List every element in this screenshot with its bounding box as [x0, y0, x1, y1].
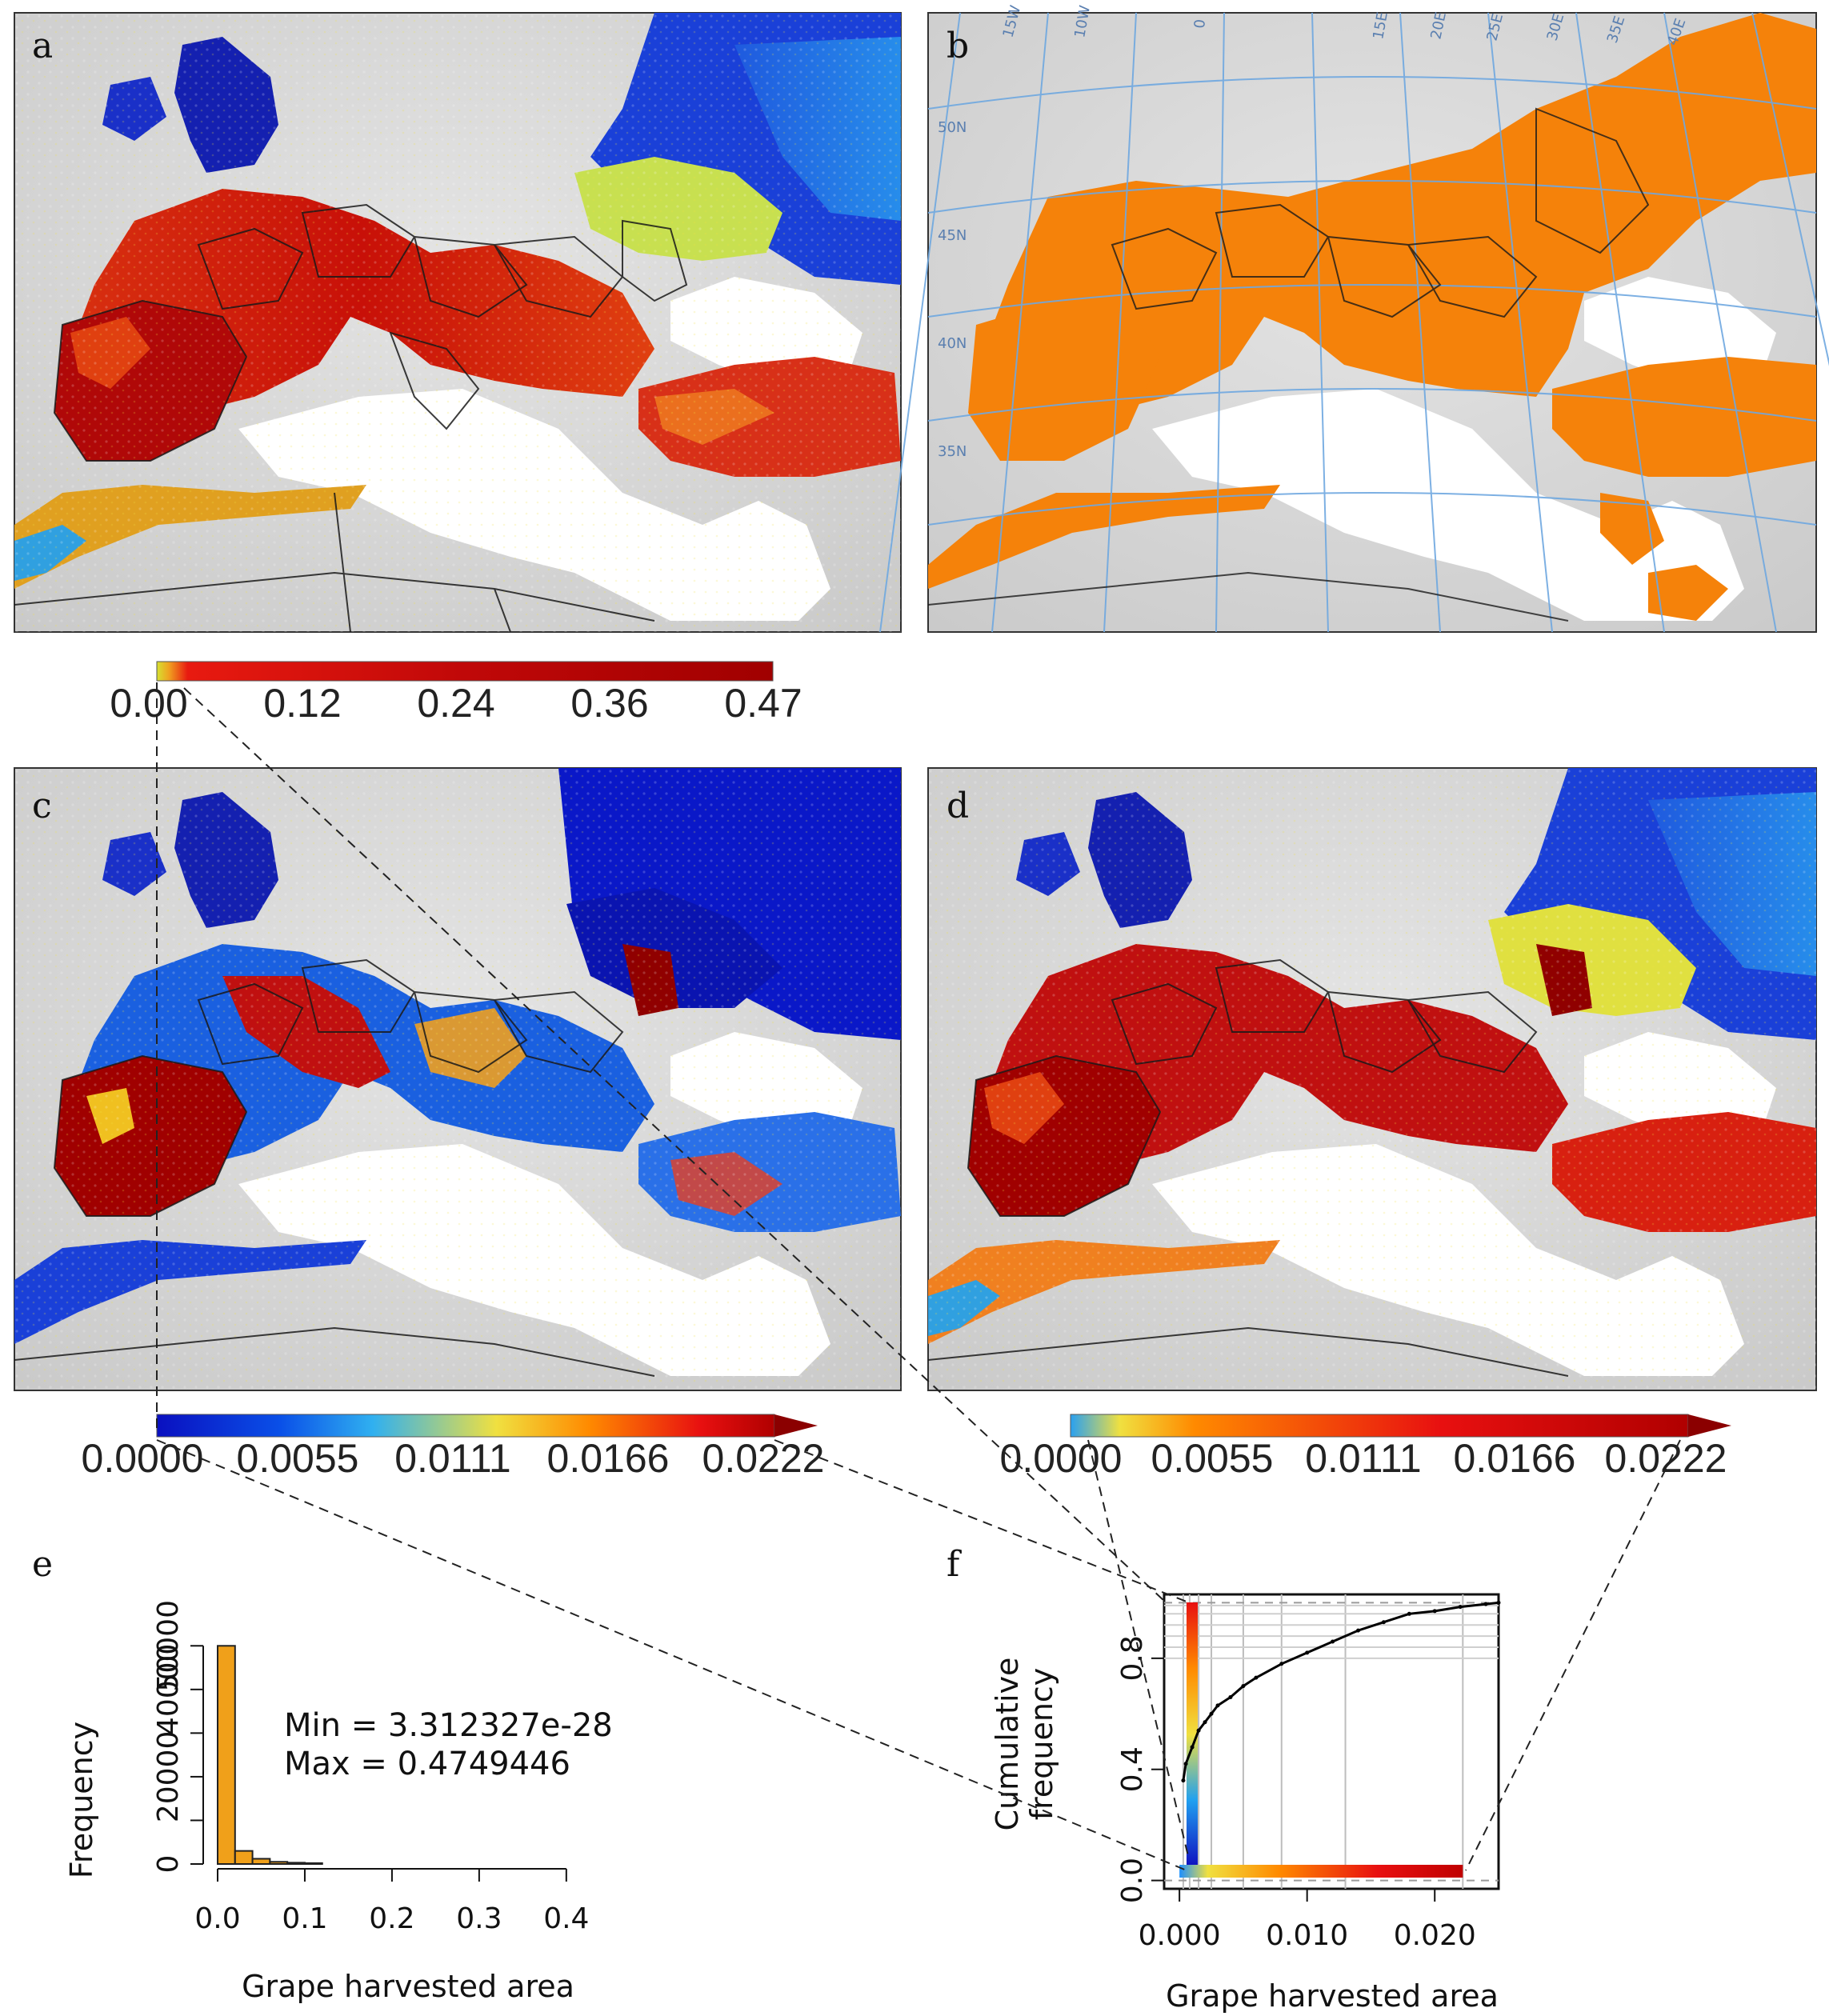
ecdf-point-17	[1458, 1605, 1463, 1610]
panel-d-map	[927, 767, 1817, 1391]
ecdf-grid	[1164, 1594, 1499, 1889]
connector-c-max-to-f	[774, 1439, 1187, 1602]
lon-label-0: 0	[1191, 18, 1209, 29]
cb-c-tick-1: 0.0055	[237, 1436, 359, 1481]
lat-label-45n: 45N	[938, 227, 967, 244]
ecdf-point-4	[1203, 1720, 1207, 1725]
ecdf-point-16	[1432, 1609, 1437, 1614]
ecdf-point-6	[1215, 1703, 1220, 1708]
hist-bar-2	[251, 1858, 271, 1866]
histogram-bars	[217, 1645, 323, 1866]
cb-d-tick-4: 0.0222	[1605, 1436, 1727, 1481]
ecdf-point-12	[1331, 1639, 1335, 1644]
hist-bar-3	[269, 1861, 289, 1865]
ecdf-point-3	[1196, 1728, 1201, 1733]
ecdf-ylabel-line-2: frequency	[1024, 1668, 1059, 1821]
ecdf-xlabel: Grape harvested area	[1166, 1978, 1499, 2014]
panel-d-letter: d	[947, 786, 969, 826]
cb-d-tick-3: 0.0166	[1454, 1436, 1576, 1481]
cb-a-tick-4: 0.47	[724, 681, 802, 726]
hist-bar-1	[234, 1850, 254, 1866]
panel-c-map	[14, 767, 902, 1391]
ecdf-horizontal-colorbar	[1179, 1865, 1463, 1878]
panel-b-letter: b	[947, 26, 969, 66]
cb-d-tick-1: 0.0055	[1151, 1436, 1274, 1481]
panel-a-letter: a	[32, 26, 53, 66]
ecdf-ytick-label-1: 0.4	[1116, 1746, 1149, 1792]
connector-lines	[156, 682, 1681, 1871]
hist-xtick-label-3: 0.3	[456, 1902, 502, 1935]
hist-bar-0	[217, 1645, 236, 1865]
hist-bar-4	[286, 1862, 306, 1865]
ecdf-vertical-colorbar	[1187, 1602, 1198, 1866]
hist-xtick-label-4: 0.4	[543, 1902, 589, 1935]
cb-c-tick-3: 0.0166	[547, 1436, 670, 1481]
panel-a-colorbar: 0.00 0.12 0.24 0.36 0.47	[110, 661, 802, 726]
panel-f-letter: f	[947, 1544, 962, 1585]
ecdf-line-layer	[1181, 1600, 1501, 1783]
hist-xtick-label-2: 0.2	[369, 1902, 414, 1935]
ecdf-point-18	[1483, 1602, 1488, 1606]
hist-ylabel: Frequency	[64, 1722, 99, 1878]
ecdf-point-0	[1181, 1778, 1186, 1783]
cb-a-tick-2: 0.24	[417, 681, 494, 726]
hist-bar-5	[303, 1862, 323, 1866]
lat-label-35n: 35N	[938, 443, 967, 460]
lat-label-40n: 40N	[938, 335, 967, 352]
cb-a-tick-1: 0.12	[263, 681, 341, 726]
cb-c-extend-arrow	[774, 1414, 818, 1437]
cb-d-extend-arrow	[1688, 1414, 1731, 1437]
cb-c-tick-2: 0.0111	[394, 1436, 511, 1481]
hist-ytick-label-0: 0	[152, 1855, 185, 1874]
ecdf-plot-frame	[1163, 1593, 1500, 1890]
panel-c-colorbar: 0.0000 0.0055 0.0111 0.0166 0.0222	[82, 1414, 825, 1481]
ecdf-point-1	[1183, 1762, 1188, 1766]
connector-d-max-to-f	[1465, 1439, 1681, 1871]
hist-xtick-label-1: 0.1	[282, 1902, 327, 1935]
ecdf-point-8	[1241, 1684, 1246, 1689]
panel-b-lat-labels: 50N 45N 40N 35N	[938, 119, 967, 460]
ecdf-point-11	[1305, 1650, 1310, 1655]
ecdf-ylabel-line-1: Cumulative	[990, 1658, 1025, 1831]
cb-d-tick-0: 0.0000	[1000, 1436, 1123, 1481]
panel-c-letter: c	[32, 786, 52, 826]
ecdf-xtick-label-0: 0.000	[1139, 1919, 1221, 1952]
ecdf-point-7	[1228, 1694, 1233, 1699]
hist-ytick-label-5: 50000	[152, 1600, 185, 1692]
cb-d-tick-2: 0.0111	[1305, 1436, 1422, 1481]
ecdf-ytick-label-0: 0.0	[1116, 1858, 1149, 1903]
connector-d-min-to-f	[1087, 1439, 1189, 1857]
hist-annotation-min: Min = 3.312327e-28	[284, 1707, 613, 1744]
ecdf-point-19	[1496, 1600, 1501, 1605]
panel-a-map	[14, 12, 902, 633]
cb-c-tick-4: 0.0222	[702, 1436, 825, 1481]
ecdf-point-5	[1209, 1711, 1214, 1716]
panel-b-map	[879, 12, 1829, 633]
cb-c-tick-0: 0.0000	[82, 1436, 204, 1481]
hist-xlabel: Grape harvested area	[242, 1969, 574, 2004]
hist-annotation-max: Max = 0.4749446	[284, 1746, 570, 1782]
hist-xtick-label-0: 0.0	[194, 1902, 240, 1935]
cb-a-tick-0: 0.00	[110, 681, 187, 726]
ecdf-xtick-label-1: 0.010	[1266, 1919, 1348, 1952]
hist-ytick-label-4: 40000	[152, 1644, 185, 1736]
panel-e-letter: e	[32, 1544, 53, 1585]
panel-d-colorbar: 0.0000 0.0055 0.0111 0.0166 0.0222	[1000, 1414, 1731, 1481]
ecdf-xtick-label-2: 0.020	[1394, 1919, 1476, 1952]
lat-label-50n: 50N	[938, 119, 967, 136]
ecdf-point-9	[1254, 1675, 1259, 1680]
ecdf-point-10	[1279, 1662, 1284, 1666]
ecdf-point-13	[1356, 1628, 1361, 1633]
hist-ytick-label-2: 20000	[152, 1731, 185, 1823]
ecdf-point-15	[1407, 1611, 1411, 1616]
cb-a-tick-3: 0.36	[570, 681, 648, 726]
ecdf-point-14	[1381, 1620, 1386, 1625]
connector-c-to-f	[156, 1439, 1187, 1871]
ecdf-point-2	[1190, 1745, 1195, 1750]
